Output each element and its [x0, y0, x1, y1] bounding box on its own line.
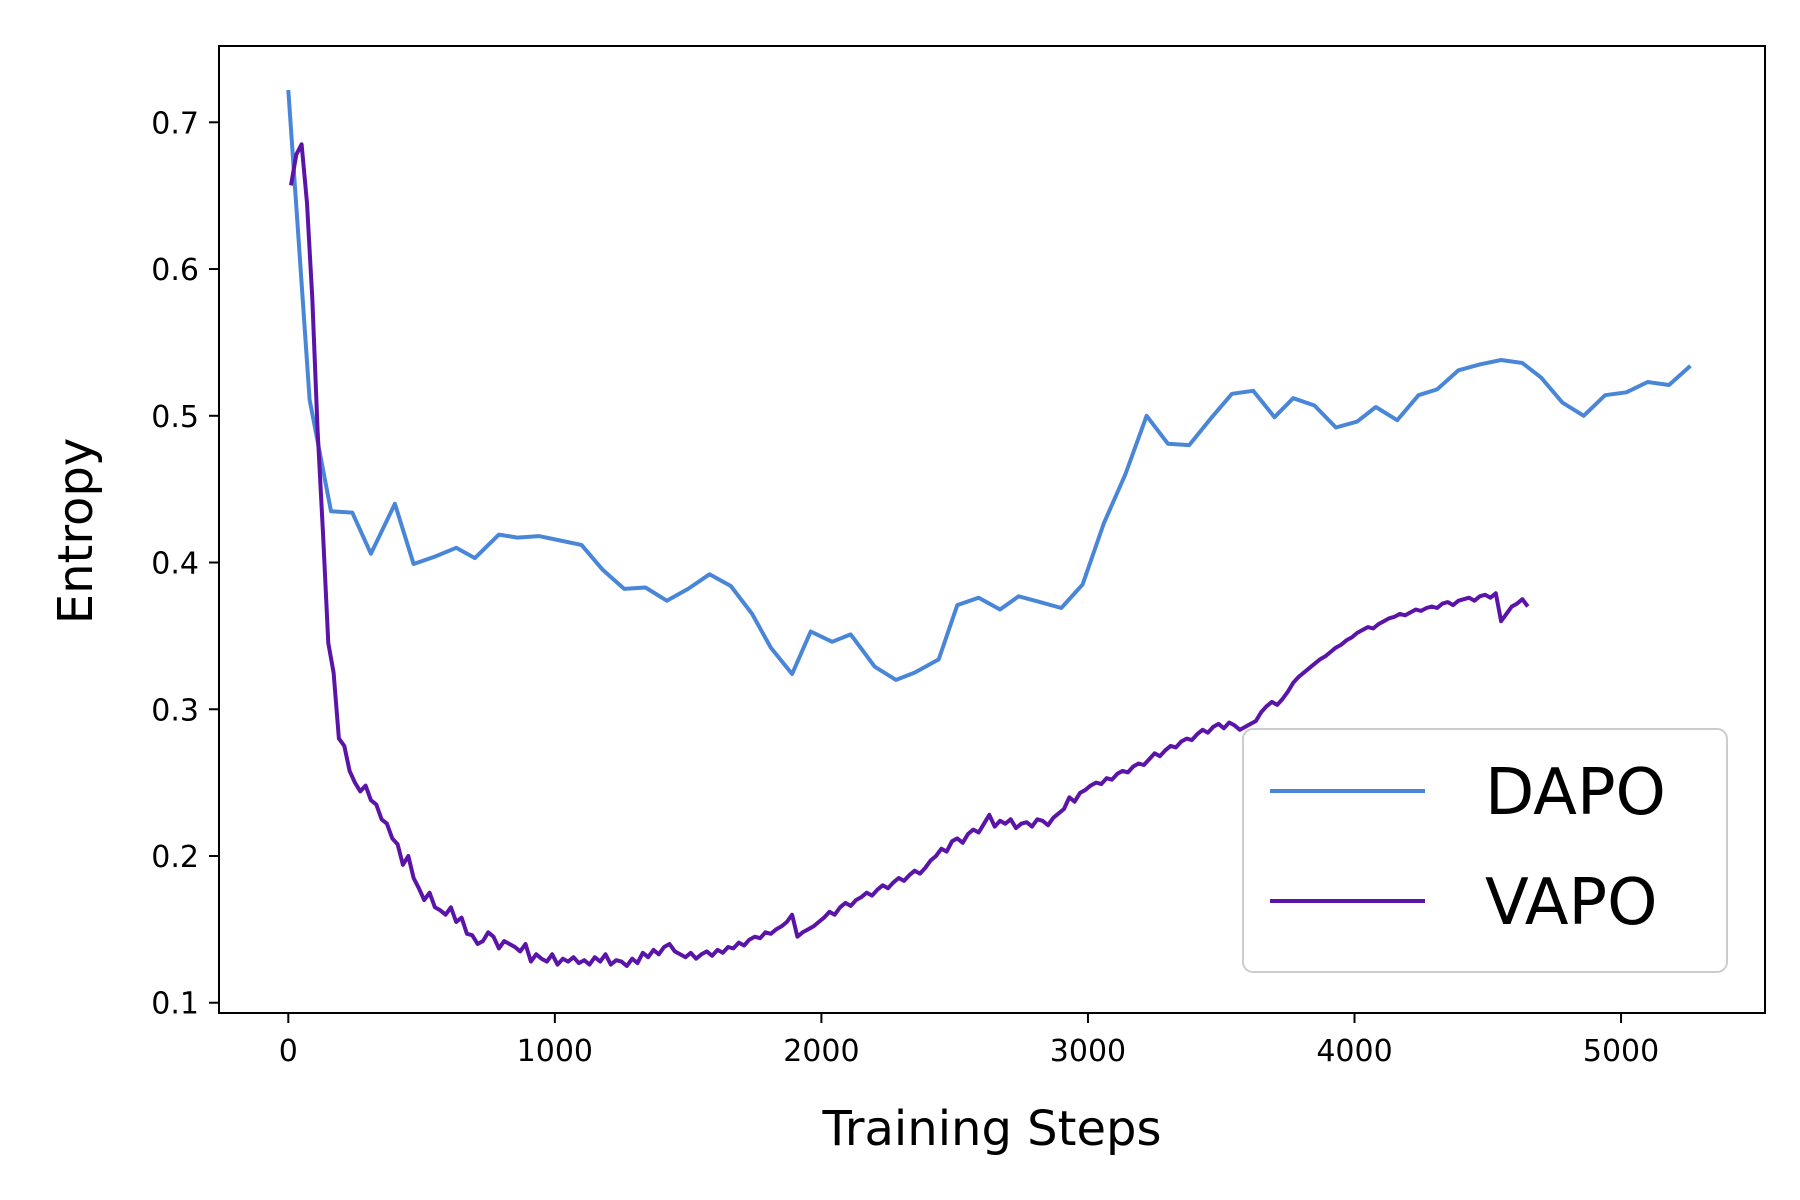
- x-axis-label: Training Steps: [822, 1101, 1162, 1157]
- x-tick-label: 0: [279, 1034, 298, 1069]
- y-tick-label: 0.7: [151, 106, 199, 141]
- x-tick-label: 2000: [783, 1034, 859, 1069]
- y-tick-label: 0.1: [151, 987, 199, 1022]
- series-layer: [286, 89, 1692, 968]
- y-tick-label: 0.6: [151, 253, 199, 288]
- y-tick-label: 0.5: [151, 400, 199, 435]
- y-axis-ticks: 0.1 0.2 0.3 0.4 0.5 0.6 0.7: [151, 106, 219, 1022]
- x-tick-label: 5000: [1583, 1034, 1659, 1069]
- x-tick-label: 3000: [1050, 1034, 1126, 1069]
- legend-label-dapo: DAPO: [1485, 756, 1666, 830]
- y-tick-label: 0.2: [151, 840, 199, 875]
- x-axis-ticks: 0 1000 2000 3000 4000 5000: [279, 1013, 1659, 1069]
- legend: DAPO VAPO: [1242, 728, 1728, 973]
- y-axis-label: Entropy: [48, 438, 104, 625]
- x-tick-label: 1000: [517, 1034, 593, 1069]
- y-tick-label: 0.4: [151, 547, 199, 582]
- y-tick-label: 0.3: [151, 693, 199, 728]
- series-line-vapo: [289, 142, 1530, 968]
- series-line-dapo: [286, 89, 1692, 682]
- legend-label-vapo: VAPO: [1485, 866, 1657, 940]
- x-tick-label: 4000: [1316, 1034, 1392, 1069]
- plot-frame: [218, 45, 1766, 1014]
